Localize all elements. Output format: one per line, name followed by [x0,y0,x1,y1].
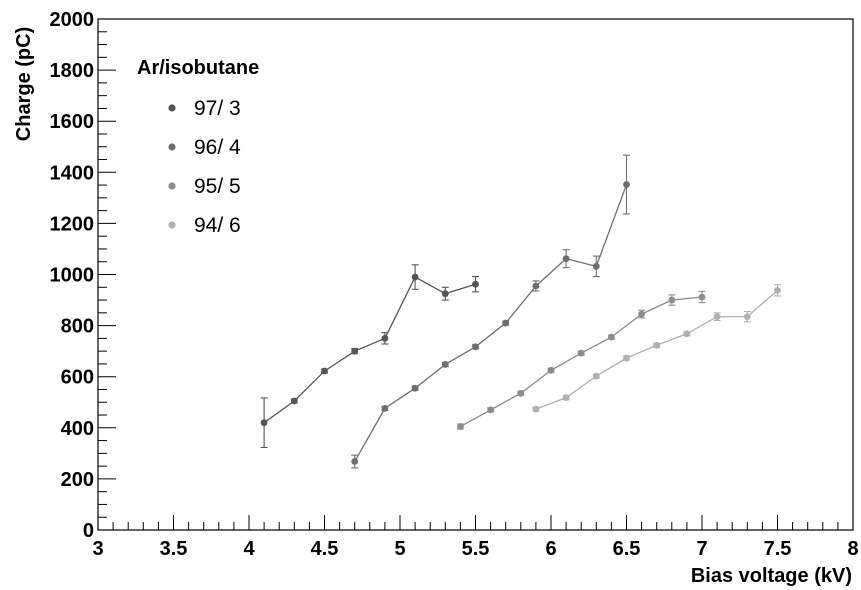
x-tick-label: 6.5 [613,538,641,560]
data-point [623,181,630,188]
data-point [562,394,570,402]
x-tick-label: 3.5 [160,538,188,560]
data-point [547,366,555,374]
y-tick-label: 1800 [50,60,95,82]
x-tick-label: 5.5 [462,538,490,560]
data-point [381,334,389,342]
legend-marker [168,221,176,229]
x-axis-title: Bias voltage (kV) [691,565,852,587]
series-2 [351,154,630,469]
data-point [441,361,449,368]
data-point [532,282,540,290]
data-point [623,354,630,362]
data-point [411,384,419,392]
x-tick-label: 4 [243,538,255,560]
y-tick-label: 1000 [50,265,95,287]
x-axis: 3 3.5 4 4.5 5 5.5 6 6.5 7 7.5 8 [92,515,859,560]
y-tick-label: 0 [83,520,94,542]
data-point [577,349,585,357]
x-tick-label: 7 [696,538,707,560]
data-point [502,319,510,327]
data-point [472,343,479,351]
legend-marker [168,182,176,190]
legend-marker [168,143,176,151]
x-tick-label: 6 [545,538,556,560]
data-point [713,313,721,321]
plot-frame [97,18,854,531]
y-axis: 0 200 400 600 800 1000 1200 1400 1600 1800 2000 [50,9,116,542]
data-point [457,423,464,430]
data-point [321,367,328,375]
y-axis-title: Charge (pC) [13,27,35,141]
plot-border [97,18,854,531]
plot-area [260,154,781,469]
data-point [562,255,570,263]
data-point [592,262,600,270]
data-point [774,286,781,294]
legend-title: Ar/isobutane [137,57,259,79]
data-point [472,280,479,288]
data-point [592,372,600,380]
series-3 [456,290,706,430]
data-point [608,333,615,341]
legend-marker [168,104,176,112]
data-point [668,296,676,304]
x-tick-label: 4.5 [311,538,339,560]
data-point [698,293,706,301]
series-4 [532,284,781,413]
data-point [532,405,540,413]
series-line [354,184,628,462]
series-1 [260,264,479,449]
x-tick-label: 5 [394,538,405,560]
series-line [460,296,703,428]
series-line [263,276,476,424]
data-point [351,347,359,355]
y-tick-label: 800 [61,316,94,338]
data-point [411,273,419,281]
y-tick-label: 1600 [50,111,95,133]
y-tick-label: 1400 [50,162,95,184]
y-tick-label: 200 [61,469,94,491]
legend-label: 96/ 4 [194,136,241,159]
legend: Ar/isobutane 97/ 3 96/ 4 95/ 5 94/ 6 [137,57,259,237]
series-line [535,289,778,410]
x-tick-label: 8 [847,538,858,560]
x-tick-label: 3 [92,538,103,560]
data-point [351,458,359,465]
data-point [653,341,661,349]
legend-label: 95/ 5 [194,175,241,198]
y-tick-label: 400 [61,418,94,440]
y-tick-label: 600 [61,367,94,389]
data-point [487,406,494,414]
legend-label: 97/ 3 [194,97,241,120]
data-point [381,404,389,412]
data-point [260,419,268,427]
x-tick-label: 7.5 [764,538,792,560]
legend-label: 94/ 6 [194,214,241,237]
y-tick-label: 2000 [50,9,95,31]
data-point [290,397,298,405]
data-point [638,310,645,318]
data-point [517,389,525,397]
data-point [441,290,449,298]
data-point [743,313,751,321]
y-tick-label: 1200 [50,213,95,235]
data-point [683,330,691,338]
